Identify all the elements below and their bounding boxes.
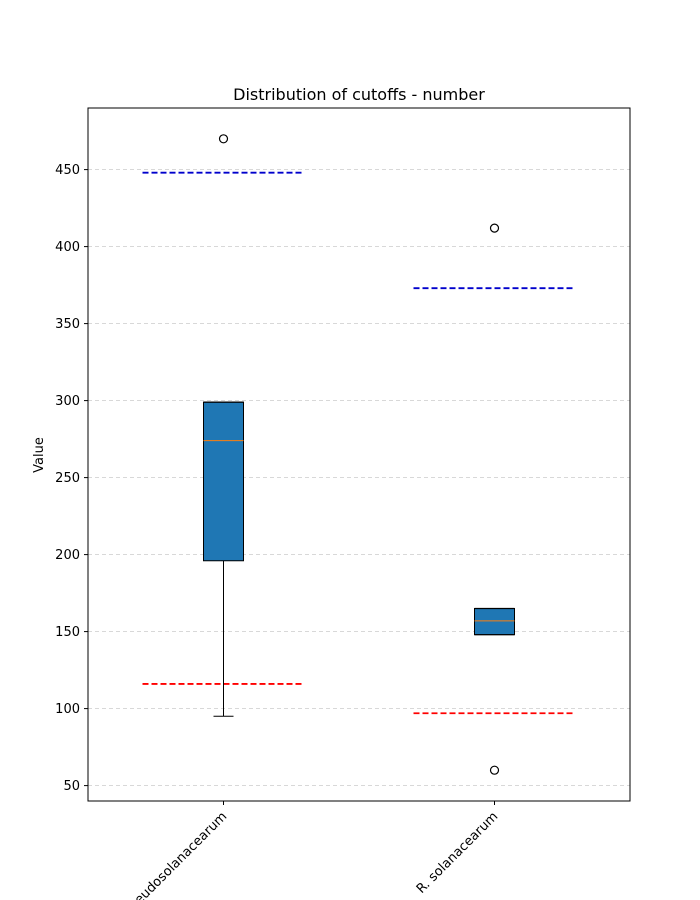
y-tick-label: 250 — [55, 471, 80, 486]
y-tick-label: 200 — [55, 548, 80, 563]
chart-title: Distribution of cutoffs - number — [233, 85, 485, 104]
outlier-point — [218, 134, 229, 144]
plot-frame — [87, 107, 631, 802]
y-tick-label: 350 — [55, 317, 80, 332]
x-ticks: R. pseudosolanacearum R. solanacearum — [109, 801, 501, 900]
y-axis-label: Value — [32, 437, 47, 473]
outlier-point — [489, 765, 500, 775]
boxes — [203, 134, 515, 775]
plot-background — [88, 108, 630, 801]
x-tick-label: R. solanacearum — [414, 809, 501, 896]
box — [203, 401, 244, 562]
y-tick-label: 100 — [55, 702, 80, 717]
box — [474, 608, 515, 636]
y-tick-label: 150 — [55, 625, 80, 640]
y-ticks: 50 100 150 200 250 300 350 400 450 — [55, 163, 88, 794]
y-tick-label: 450 — [55, 163, 80, 178]
y-tick-label: 300 — [55, 394, 80, 409]
grid-lines — [88, 169, 630, 786]
x-tick-label: R. pseudosolanacearum — [109, 809, 230, 900]
y-tick-label: 400 — [55, 240, 80, 255]
outlier-point — [489, 223, 500, 233]
y-tick-label: 50 — [63, 779, 80, 794]
